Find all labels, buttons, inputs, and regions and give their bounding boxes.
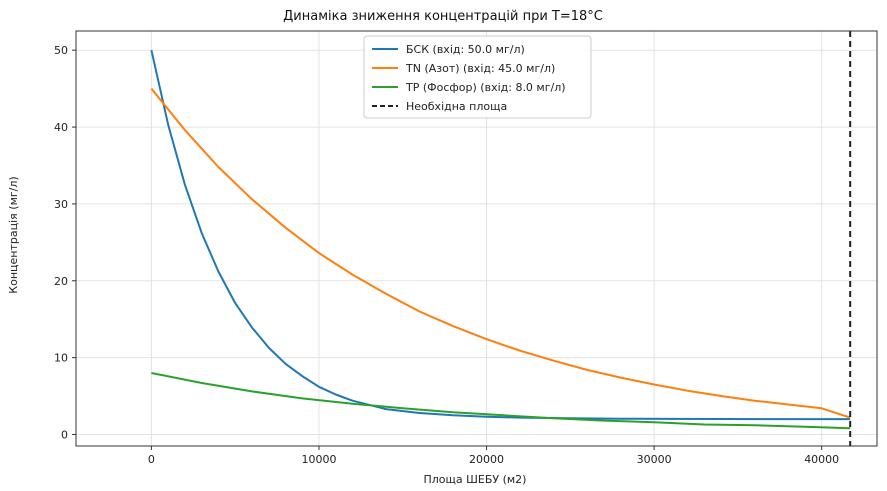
legend-entries: БСК (вхід: 50.0 мг/л) TN (Азот) (вхід: 45…: [372, 43, 566, 113]
y-tick-label: 0: [61, 428, 68, 441]
y-tick-label: 50: [54, 44, 68, 57]
chart-title: Динаміка зниження концентрацій при T=18°…: [283, 9, 603, 24]
x-tick-label: 30000: [637, 453, 672, 466]
plot-frame: [75, 30, 878, 447]
x-tick-label: 10000: [301, 453, 336, 466]
x-tick-label: 40000: [804, 453, 839, 466]
x-tick-label: 20000: [469, 453, 504, 466]
y-tick-label: 40: [54, 121, 68, 134]
legend-label: TP (Фосфор) (вхід: 8.0 мг/л): [405, 81, 566, 94]
legend-label: БСК (вхід: 50.0 мг/л): [406, 43, 525, 56]
series-lines: [150, 31, 852, 446]
legend-label: Необхідна площа: [406, 100, 507, 113]
y-axis-label: Концентрація (мг/л): [7, 176, 20, 293]
x-tick-label: 0: [148, 453, 155, 466]
legend: БСК (вхід: 50.0 мг/л) TN (Азот) (вхід: 45…: [363, 35, 592, 119]
y-axis-ticks: 0 10 20 30 40 50: [54, 44, 76, 441]
y-tick-label: 20: [54, 275, 68, 288]
legend-box: [363, 35, 592, 119]
x-axis-label: Площа ШЕБУ (м2): [424, 473, 527, 486]
y-tick-label: 10: [54, 352, 68, 365]
x-axis-ticks: 0 10000 20000 30000 40000: [148, 446, 839, 466]
series-line: [150, 87, 851, 419]
series-line: [151, 372, 851, 430]
y-tick-label: 30: [54, 198, 68, 211]
series-line: [150, 49, 851, 421]
legend-label: TN (Азот) (вхід: 45.0 мг/л): [405, 62, 555, 75]
